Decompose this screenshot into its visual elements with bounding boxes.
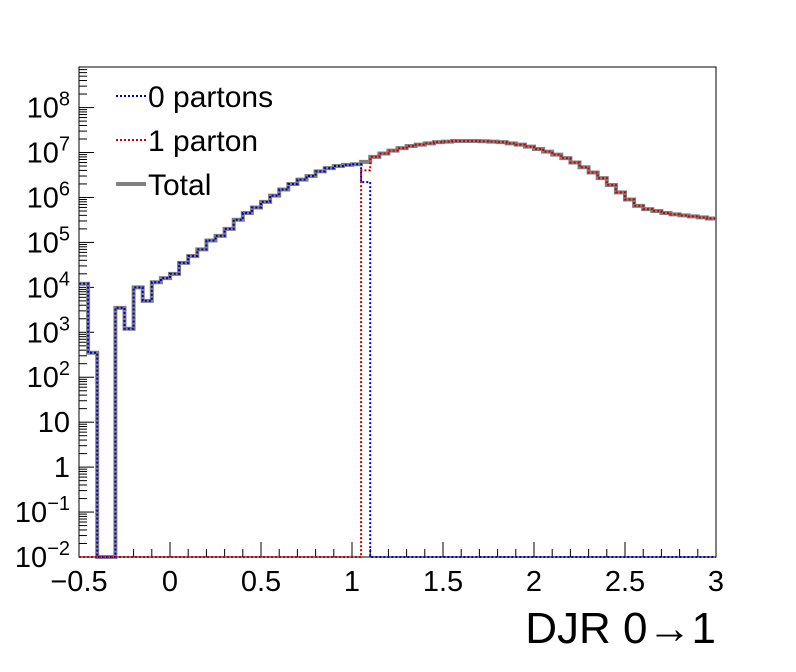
x-tick-label: 1.5 [423, 566, 463, 598]
y-tick-label: 10−1 [15, 493, 70, 529]
x-axis-title: DJR 0→1 [525, 604, 716, 653]
y-tick-label: 107 [27, 134, 70, 170]
labels-layer: −0.5 0 0.5 1 1.5 2 2.5 3 10−2 10−1 1 10 102 103 104 105… [15, 89, 724, 598]
y-tick-label: 105 [27, 223, 70, 259]
x-tick-label: −0.5 [50, 566, 107, 598]
legend-label: 0 partons [148, 81, 273, 114]
x-tick-label: 3 [708, 566, 724, 598]
y-tick-label: 106 [27, 178, 70, 214]
legend-label: Total [148, 169, 211, 202]
y-tick-label: 102 [27, 358, 70, 394]
y-tick-label: 10−2 [15, 538, 70, 574]
legend: 0 partons 1 parton Total [116, 81, 273, 202]
x-tick-label: 2 [526, 566, 542, 598]
y-tick-label: 104 [27, 268, 70, 304]
series-0-partons [79, 163, 716, 558]
x-tick-label: 2.5 [605, 566, 645, 598]
y-tick-label: 108 [27, 89, 70, 125]
ticks-layer [78, 69, 717, 558]
series-total [79, 139, 716, 559]
x-tick-label: 0 [162, 566, 178, 598]
x-tick-label: 1 [344, 566, 360, 598]
y-tick-label: 103 [27, 313, 70, 349]
legend-label: 1 parton [148, 125, 258, 158]
series-1-parton [79, 140, 716, 558]
y-tick-label: 10 [38, 407, 70, 439]
plot-frame [78, 66, 717, 558]
x-tick-label: 0.5 [241, 566, 281, 598]
series-layer [79, 139, 716, 559]
y-tick-label: 1 [54, 452, 70, 484]
